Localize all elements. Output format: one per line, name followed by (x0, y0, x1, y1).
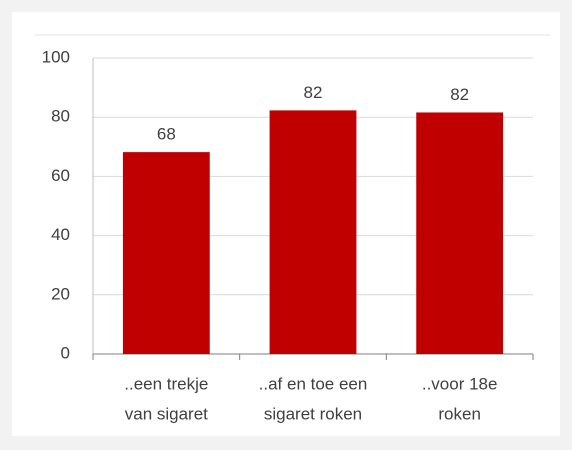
x-tick-label: ..af en toe een (259, 374, 368, 393)
bar (122, 152, 210, 354)
data-label: 82 (304, 83, 323, 102)
x-tick-label: van sigaret (125, 404, 208, 423)
data-label: 68 (157, 125, 176, 144)
x-tick-label: ..voor 18e (422, 374, 498, 393)
y-tick-label: 20 (51, 284, 70, 303)
x-tick-label: sigaret roken (264, 404, 362, 423)
y-tick-label: 80 (51, 107, 70, 126)
x-tick-label: roken (438, 404, 481, 423)
y-tick-label: 100 (42, 47, 70, 66)
y-tick-label: 40 (51, 225, 70, 244)
y-tick-label: 60 (51, 166, 70, 185)
y-tick-label: 0 (61, 343, 70, 362)
bar (269, 110, 357, 354)
x-tick-label: ..een trekje (124, 374, 208, 393)
data-label: 82 (450, 85, 469, 104)
bar (416, 112, 504, 355)
